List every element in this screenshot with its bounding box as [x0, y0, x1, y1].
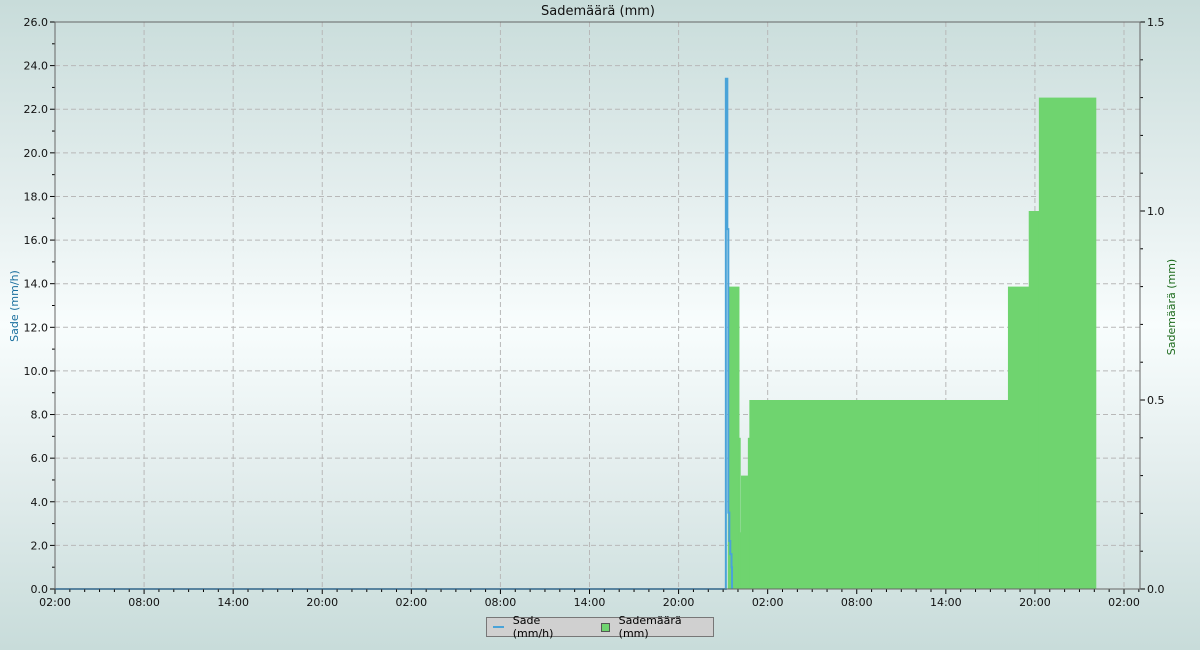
y-left-tick-label: 14.0: [24, 278, 49, 291]
y-left-tick-label: 12.0: [24, 321, 49, 334]
y-left-tick-label: 0.0: [31, 583, 49, 596]
cumulative-bar: [740, 475, 749, 589]
legend-item-sademaara: Sademäärä (mm): [618, 614, 682, 640]
y-axis-right-label: Sademäärä (mm): [1165, 259, 1178, 355]
y-left-tick-label: 10.0: [24, 365, 49, 378]
y-left-tick-label: 18.0: [24, 190, 49, 203]
x-tick-label: 02:00: [39, 596, 71, 609]
cumulative-bar: [740, 532, 742, 589]
x-tick-label: 08:00: [841, 596, 873, 609]
x-tick-label: 20:00: [306, 596, 338, 609]
legend-square-icon: [600, 622, 610, 632]
x-tick-label: 02:00: [1108, 596, 1140, 609]
y-left-tick-label: 22.0: [24, 103, 49, 116]
y-right-tick-label: 1.0: [1147, 205, 1165, 218]
plot-border: [54, 21, 1141, 590]
y-right-tick-label: 0.0: [1147, 583, 1165, 596]
x-tick-label: 14:00: [217, 596, 249, 609]
cumulative-bar: [1007, 286, 1030, 589]
y-left-tick-label: 24.0: [24, 60, 49, 73]
cumulative-bar: [738, 437, 741, 589]
legend-line-icon: [493, 626, 504, 628]
y-axis-left-label: Sade (mm/h): [8, 270, 21, 342]
x-tick-label: 08:00: [128, 596, 160, 609]
chart-title: Sademäärä (mm): [541, 4, 655, 19]
rate-line: [55, 77, 734, 590]
y-right-tick-label: 0.5: [1147, 394, 1165, 407]
cumulative-bar: [747, 437, 750, 589]
legend: Sade (mm/h) Sademäärä (mm): [486, 614, 714, 640]
cumulative-bar: [1028, 211, 1040, 589]
cumulative-bar: [1038, 97, 1097, 589]
rate-line-series: [55, 77, 734, 590]
legend-item-sade: Sade (mm/h): [512, 614, 554, 640]
x-tick-label: 20:00: [663, 596, 695, 609]
axes: 0.0 2.0 4.0 6.0 8.0 10.0 12.0 14.0 16.0 18.0 20.0 2…: [24, 16, 1165, 609]
y-right-tick-label: 1.5: [1147, 16, 1165, 29]
cumulative-area-series: [727, 97, 1097, 589]
x-tick-label: 14:00: [930, 596, 962, 609]
x-tick-label: 20:00: [1019, 596, 1051, 609]
y-left-tick-label: 2.0: [31, 539, 49, 552]
y-left-tick-label: 4.0: [31, 496, 49, 509]
y-left-tick-label: 16.0: [24, 234, 49, 247]
x-tick-label: 08:00: [485, 596, 517, 609]
x-tick-label: 14:00: [574, 596, 606, 609]
x-tick-label: 02:00: [752, 596, 784, 609]
y-left-tick-label: 20.0: [24, 147, 49, 160]
y-left-tick-label: 8.0: [31, 409, 49, 422]
x-tick-label: 02:00: [395, 596, 427, 609]
cumulative-bar: [749, 400, 1009, 589]
y-left-tick-label: 6.0: [31, 452, 49, 465]
cumulative-bar: [727, 286, 740, 589]
y-left-tick-label: 26.0: [24, 16, 49, 29]
